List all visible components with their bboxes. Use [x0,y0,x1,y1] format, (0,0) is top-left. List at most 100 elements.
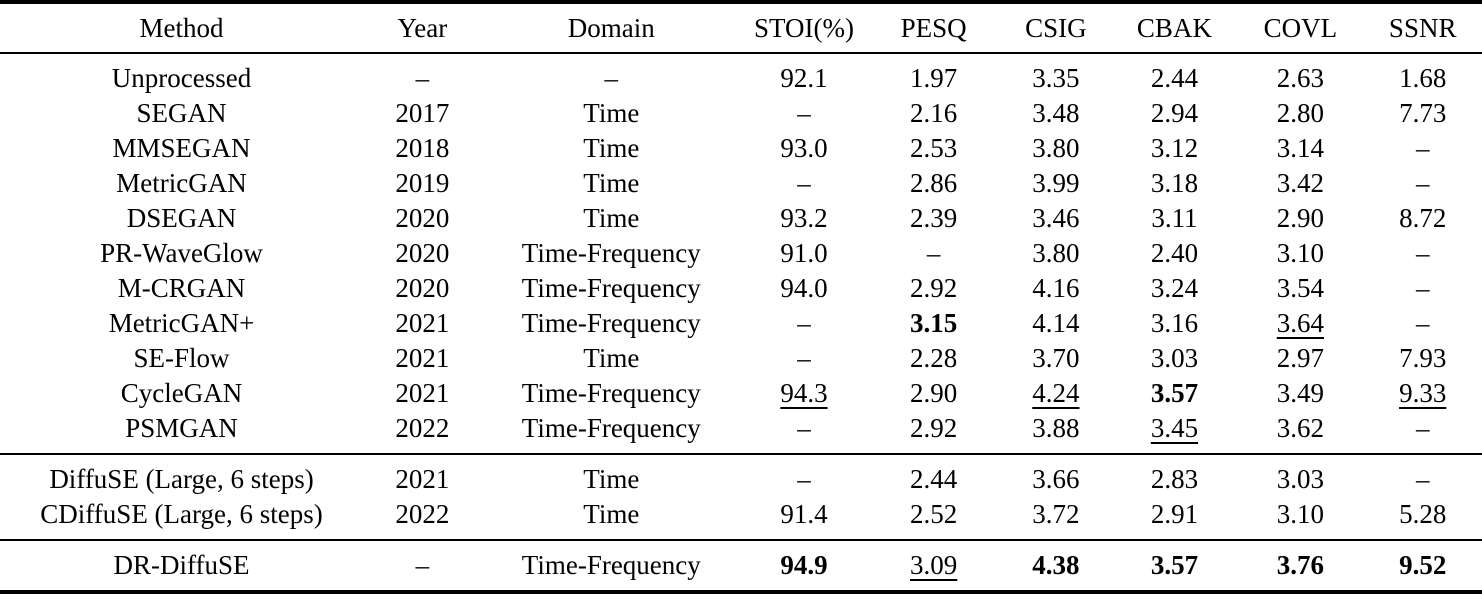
cell-pesq: 2.53 [910,133,958,163]
table-row: Unprocessed – – 92.1 1.97 3.35 2.44 2.63 1.68 [0,53,1482,96]
cell-cbak: 3.57 [1150,378,1199,408]
cell-ssnr: 8.72 [1399,203,1447,233]
cell-year: 2022 [395,413,450,443]
cell-covl: 2.80 [1276,98,1325,128]
cell-domain: Time [583,133,640,163]
header-row: Method Year Domain STOI(%) PESQ CSIG CBAK COVL S… [0,2,1482,54]
cell-year: 2020 [395,238,450,268]
column-header-ssnr: SSNR [1363,2,1482,54]
cell-method: SEGAN [136,98,227,128]
cell-year: 2021 [395,343,450,373]
cell-covl: 3.10 [1276,499,1325,529]
cell-cbak: 3.45 [1150,413,1199,443]
cell-method: MMSEGAN [112,133,251,163]
cell-cbak: 3.16 [1150,308,1199,338]
cell-ssnr: – [1415,308,1430,338]
cell-csig: 3.80 [1032,133,1080,163]
cell-stoi: 91.0 [780,238,828,268]
cell-ssnr: 1.68 [1399,63,1447,93]
cell-csig: 3.70 [1032,343,1080,373]
cell-cbak: 2.40 [1150,238,1199,268]
column-header-method: Method [0,2,364,54]
cell-stoi: 94.9 [780,550,828,580]
cell-pesq: 2.90 [910,378,958,408]
cell-stoi: 94.0 [780,273,828,303]
cell-cbak: 2.83 [1150,464,1199,494]
cell-year: 2021 [395,378,450,408]
cell-covl: 3.03 [1276,464,1325,494]
cell-year: 2021 [395,464,450,494]
table-row: PR-WaveGlow 2020 Time-Frequency 91.0 – 3.80 2.… [0,236,1482,271]
cell-ssnr: 5.28 [1399,499,1447,529]
cell-csig: 4.24 [1032,378,1080,408]
cell-cbak: 2.44 [1150,63,1199,93]
cell-domain: Time [583,98,640,128]
cell-pesq: 2.16 [910,98,958,128]
cell-cbak: 2.91 [1150,499,1199,529]
cell-csig: 3.35 [1032,63,1080,93]
cell-covl: 3.62 [1276,413,1325,443]
table-row: SE-Flow 2021 Time – 2.28 3.70 3.03 2.97 7.93 [0,341,1482,376]
cell-covl: 2.63 [1276,63,1325,93]
cell-method: CycleGAN [120,378,243,408]
cell-pesq: 1.97 [910,63,958,93]
cell-ssnr: – [1415,413,1430,443]
cell-domain: Time-Frequency [521,550,701,580]
cell-year: – [415,63,430,93]
cell-method: SE-Flow [133,343,230,373]
cell-stoi: 92.1 [780,63,828,93]
cell-method: CDiffuSE (Large, 6 steps) [40,499,323,529]
table-row: M-CRGAN 2020 Time-Frequency 94.0 2.92 4.16 3.2… [0,271,1482,306]
table-row: MetricGAN+ 2021 Time-Frequency – 3.15 4.14 3.1… [0,306,1482,341]
cell-csig: 3.99 [1032,168,1080,198]
cell-pesq: 2.92 [910,413,958,443]
column-header-csig: CSIG [1000,2,1112,54]
cell-ssnr: 9.33 [1399,378,1447,408]
section-baselines: Unprocessed – –92.1 1.97 3.35 2.44 2.63 1.68 SEG… [0,53,1482,454]
cell-pesq: 2.86 [910,168,958,198]
cell-domain: Time [583,168,640,198]
cell-pesq: – [926,238,941,268]
section-diffusion-baselines: DiffuSE (Large, 6 steps) 2021 Time – 2.44 3.6… [0,454,1482,540]
cell-covl: 2.97 [1276,343,1325,373]
cell-domain: Time [583,499,640,529]
cell-covl: 3.76 [1276,550,1325,580]
table-row: PSMGAN 2022 Time-Frequency – 2.92 3.88 3.45 3.6… [0,411,1482,454]
column-header-year: Year [363,2,482,54]
cell-stoi: 93.2 [780,203,828,233]
cell-covl: 3.54 [1276,273,1325,303]
cell-domain: Time-Frequency [521,378,701,408]
cell-pesq: 3.15 [910,308,958,338]
cell-csig: 3.80 [1032,238,1080,268]
column-header-cbak: CBAK [1111,2,1238,54]
cell-pesq: 2.52 [910,499,958,529]
cell-year: 2017 [395,98,450,128]
cell-stoi: – [797,343,811,373]
cell-stoi: – [797,464,811,494]
cell-cbak: 3.24 [1150,273,1199,303]
column-header-domain: Domain [481,2,741,54]
cell-year: 2020 [395,203,450,233]
cell-stoi: – [797,98,811,128]
cell-year: 2018 [395,133,450,163]
table-row: DSEGAN 2020 Time 93.2 2.39 3.46 3.11 2.90 8.72 [0,201,1482,236]
cell-method: DiffuSE (Large, 6 steps) [49,464,314,494]
cell-year: – [415,550,430,580]
cell-cbak: 3.11 [1151,203,1198,233]
cell-domain: – [604,63,619,93]
cell-csig: 3.88 [1032,413,1080,443]
cell-csig: 3.66 [1032,464,1080,494]
cell-domain: Time-Frequency [521,308,701,338]
cell-method: DSEGAN [126,203,237,233]
cell-csig: 4.16 [1032,273,1080,303]
cell-cbak: 3.03 [1150,343,1199,373]
cell-method: PR-WaveGlow [100,238,263,268]
cell-covl: 3.14 [1276,133,1325,163]
cell-covl: 3.42 [1276,168,1325,198]
table-row: SEGAN 2017 Time – 2.16 3.48 2.94 2.80 7.73 [0,96,1482,131]
table-row: CDiffuSE (Large, 6 steps) 2022 Time 91.4 2.5… [0,497,1482,540]
cell-stoi: 93.0 [780,133,828,163]
cell-domain: Time-Frequency [521,273,701,303]
column-header-stoi: STOI(%) [740,2,867,54]
cell-domain: Time-Frequency [521,238,701,268]
